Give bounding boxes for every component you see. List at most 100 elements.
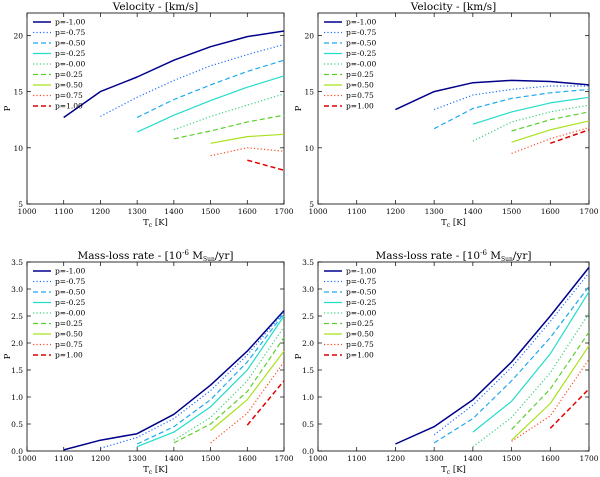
- y-tick-label: 2.5: [302, 312, 314, 321]
- series-line-9: [247, 159, 285, 172]
- legend-label: p=-0.25: [346, 49, 377, 58]
- chart-title-exponent: -6: [480, 249, 487, 257]
- legend-label: p=0.25: [55, 70, 83, 79]
- x-tick-label: 1600: [238, 207, 257, 216]
- series-line-1: [395, 266, 590, 445]
- y-tick-label: 1.0: [11, 393, 23, 402]
- legend-label: p=-0.75: [55, 28, 86, 37]
- chart-title: Velocity - [km/s]: [410, 1, 497, 13]
- legend-label: p=0.25: [346, 319, 374, 328]
- y-axis-label: P: [294, 353, 304, 359]
- legend-label: p=-0.25: [346, 298, 377, 307]
- series-line-4: [136, 75, 285, 133]
- series-line-2: [100, 311, 285, 449]
- legend-label: p=-0.50: [346, 39, 377, 48]
- x-tick-label: 1400: [164, 454, 183, 463]
- legend-label: p=-0.50: [55, 39, 86, 48]
- x-tick-label: 1500: [502, 207, 521, 216]
- chart-title-exponent: -6: [182, 249, 189, 257]
- series-line-1: [63, 30, 285, 119]
- series-line-6: [173, 114, 285, 140]
- series-line-7: [511, 120, 590, 143]
- y-axis-label: P: [3, 353, 13, 359]
- legend-label: p=-0.25: [55, 298, 86, 307]
- series-line-5: [472, 104, 590, 142]
- legend-label: p=-0.00: [55, 309, 86, 318]
- x-tick-label: 1100: [347, 207, 366, 216]
- x-tick-label: 1700: [274, 207, 293, 216]
- y-axis-label: P: [294, 105, 304, 111]
- velocity-chart-left: Velocity - [km/s] 1000 1100 1200 1300 1400 150…: [3, 1, 294, 229]
- y-tick-label: 20: [13, 31, 23, 40]
- x-tick-label: 1000: [308, 454, 327, 463]
- series-line-8: [511, 127, 590, 154]
- x-tick-label: 1700: [274, 454, 293, 463]
- y-tick-label: 3.5: [11, 258, 23, 267]
- mass-loss-chart-right: Mass-loss rate - [10-6 MSun/yr] 1000 1100 1…: [294, 249, 599, 476]
- y-tick-label: 0.0: [302, 447, 314, 456]
- series-line-3: [136, 59, 285, 119]
- y-tick-label: 1.0: [302, 393, 314, 402]
- legend-label: p=-0.50: [346, 288, 377, 297]
- chart-title-main: Mass-loss rate - [10: [376, 250, 481, 262]
- x-axis-label: Tc [K]: [441, 465, 466, 476]
- legend-label: p=0.75: [346, 91, 374, 100]
- x-tick-label: 1000: [17, 207, 36, 216]
- series-line-8: [210, 361, 285, 444]
- series-line-6: [173, 337, 285, 444]
- series-line-5: [173, 326, 285, 441]
- series-line-3: [433, 88, 590, 130]
- series-line-8: [511, 358, 590, 442]
- series-line-6: [511, 111, 590, 132]
- y-tick-label: 10: [13, 144, 23, 153]
- x-tick-label: 1300: [128, 454, 147, 463]
- x-tick-label: 1000: [308, 207, 327, 216]
- legend-label: p=0.50: [346, 81, 374, 90]
- series-line-6: [511, 331, 590, 430]
- legend-label: p=0.25: [55, 319, 83, 328]
- x-tick-label: 1400: [463, 454, 482, 463]
- x-tick-label: 1500: [502, 454, 521, 463]
- legend-label: p=-0.00: [346, 60, 377, 69]
- x-tick-label: 1100: [347, 454, 366, 463]
- plot-frame: [317, 261, 590, 452]
- chart-title-main: Velocity - [km/s]: [112, 1, 199, 13]
- chart-title-end: /yr]: [513, 250, 532, 262]
- chart-title: Mass-loss rate - [10-6 MSun/yr]: [78, 249, 234, 263]
- legend-label: p=-1.00: [346, 18, 377, 27]
- legend-label: p=0.75: [346, 340, 374, 349]
- x-tick-label: 1600: [238, 454, 257, 463]
- y-tick-label: 2.5: [11, 312, 23, 321]
- legend-label: p=1.00: [55, 351, 83, 360]
- series-line-8: [210, 147, 285, 157]
- series-line-3: [136, 312, 285, 445]
- series-line-9: [550, 129, 590, 145]
- chart-title-main: Mass-loss rate - [10: [78, 250, 183, 262]
- legend-label: p=0.75: [55, 91, 83, 100]
- series-line-7: [511, 345, 590, 441]
- y-tick-label: 0.5: [11, 420, 23, 429]
- y-tick-label: 10: [304, 144, 314, 153]
- legend-label: p=0.50: [346, 330, 374, 339]
- x-tick-label: 1300: [425, 207, 444, 216]
- legend-label: p=0.50: [55, 81, 83, 90]
- y-tick-label: 0.5: [302, 420, 314, 429]
- chart-title-end: /yr]: [215, 250, 234, 262]
- legend-label: p=0.75: [55, 340, 83, 349]
- y-tick-label: 5: [18, 200, 23, 209]
- y-tick-label: 0.0: [11, 447, 23, 456]
- y-tick-label: 15: [304, 88, 314, 97]
- legend-label: p=-1.00: [346, 267, 377, 276]
- series-line-5: [472, 312, 590, 448]
- plot-frame: [26, 261, 285, 452]
- x-tick-label: 1500: [201, 207, 220, 216]
- series-line-9: [549, 388, 590, 429]
- x-axis-label: Tc [K]: [143, 465, 168, 476]
- legend-label: p=-1.00: [55, 267, 86, 276]
- series-line-5: [173, 93, 285, 131]
- x-tick-label: 1200: [386, 454, 405, 463]
- y-tick-label: 2.0: [11, 339, 23, 348]
- series-line-4: [136, 315, 285, 448]
- x-tick-label: 1300: [425, 454, 444, 463]
